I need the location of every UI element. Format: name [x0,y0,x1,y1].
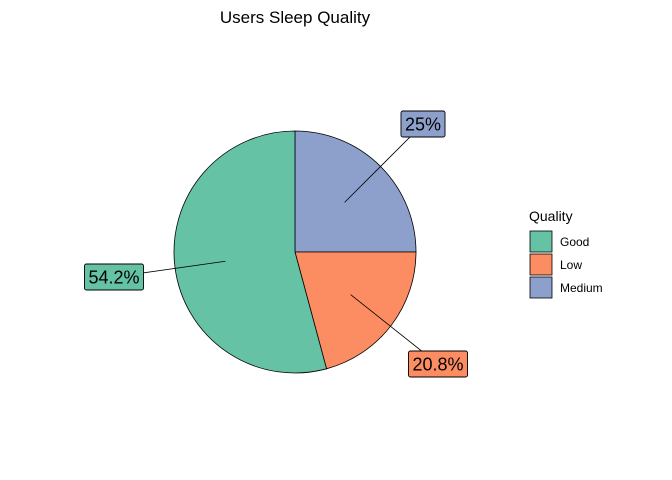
legend-label-low: Low [560,258,582,272]
legend-label-good: Good [560,235,589,249]
slice-label-good: 54.2% [84,263,144,291]
slices-layer [173,130,417,374]
slice-label-text: 20.8% [412,355,463,375]
pie-slice-good [173,130,328,374]
legend-key-low [529,253,553,276]
slice-label-low: 20.8% [408,350,468,378]
legend-key-medium [529,276,553,299]
legend: Quality Good Low Medium [529,208,603,299]
slice-label-box [400,110,446,138]
legend-label-medium: Medium [560,281,603,295]
legend-key-good [529,230,553,253]
legend-title: Quality [529,208,573,224]
pie-slice-low [294,251,417,370]
slice-label-box [408,350,468,378]
chart-title: Users Sleep Quality [220,8,371,27]
slice-labels-layer: 25% 20.8% 54.2% [84,110,468,378]
slice-label-text: 25% [405,115,441,135]
slice-label-medium: 25% [400,110,446,138]
slice-label-box [84,263,144,291]
slice-label-text: 54.2% [88,268,139,288]
